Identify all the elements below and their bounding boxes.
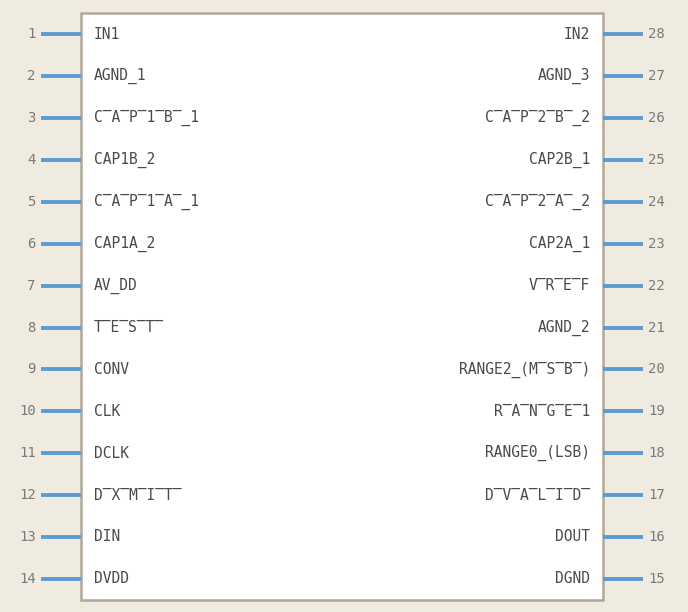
- Text: 15: 15: [648, 572, 665, 586]
- Text: DCLK: DCLK: [94, 446, 129, 461]
- Text: 26: 26: [648, 111, 665, 125]
- Text: 9: 9: [28, 362, 36, 376]
- Text: IN2: IN2: [564, 27, 590, 42]
- Text: 19: 19: [648, 405, 665, 419]
- Text: 11: 11: [19, 446, 36, 460]
- Text: 5: 5: [28, 195, 36, 209]
- Text: 1: 1: [28, 28, 36, 42]
- Text: T̅E̅S̅T̅: T̅E̅S̅T̅: [94, 320, 164, 335]
- Text: 4: 4: [28, 153, 36, 167]
- Text: 14: 14: [19, 572, 36, 586]
- Text: 8: 8: [28, 321, 36, 335]
- Text: 3: 3: [28, 111, 36, 125]
- Text: RANGE0_(LSB): RANGE0_(LSB): [485, 445, 590, 461]
- Text: 18: 18: [648, 446, 665, 460]
- Text: CONV: CONV: [94, 362, 129, 377]
- Text: 22: 22: [648, 278, 665, 293]
- Text: 6: 6: [28, 237, 36, 251]
- Text: AGND_3: AGND_3: [538, 68, 590, 84]
- Text: 21: 21: [648, 321, 665, 335]
- Text: C̅A̅P̅1̅B̅_1: C̅A̅P̅1̅B̅_1: [94, 110, 199, 126]
- Text: C̅A̅P̅1̅A̅_1: C̅A̅P̅1̅A̅_1: [94, 194, 199, 210]
- Text: 24: 24: [648, 195, 665, 209]
- Text: DOUT: DOUT: [555, 529, 590, 545]
- Text: AGND_1: AGND_1: [94, 68, 146, 84]
- Text: 17: 17: [648, 488, 665, 502]
- Text: R̅A̅N̅G̅E̅1: R̅A̅N̅G̅E̅1: [494, 404, 590, 419]
- Text: 28: 28: [648, 28, 665, 42]
- Text: AV_DD: AV_DD: [94, 278, 138, 294]
- Text: 16: 16: [648, 530, 665, 544]
- Text: 2: 2: [28, 69, 36, 83]
- Text: C̅A̅P̅2̅B̅_2: C̅A̅P̅2̅B̅_2: [485, 110, 590, 126]
- Text: CAP2B_1: CAP2B_1: [529, 152, 590, 168]
- Text: 25: 25: [648, 153, 665, 167]
- Text: V̅R̅E̅F: V̅R̅E̅F: [529, 278, 590, 293]
- Text: CLK: CLK: [94, 404, 120, 419]
- Text: CAP1A_2: CAP1A_2: [94, 236, 155, 252]
- Text: CAP1B_2: CAP1B_2: [94, 152, 155, 168]
- Polygon shape: [81, 13, 603, 600]
- Text: 10: 10: [19, 405, 36, 419]
- Text: DIN: DIN: [94, 529, 120, 545]
- Text: 12: 12: [19, 488, 36, 502]
- Text: DVDD: DVDD: [94, 572, 129, 586]
- Text: 23: 23: [648, 237, 665, 251]
- Text: 20: 20: [648, 362, 665, 376]
- Text: 27: 27: [648, 69, 665, 83]
- Text: D̅X̅M̅I̅T̅: D̅X̅M̅I̅T̅: [94, 488, 181, 502]
- Text: RANGE2_(M̅S̅B̅): RANGE2_(M̅S̅B̅): [459, 361, 590, 378]
- Text: 13: 13: [19, 530, 36, 544]
- Text: CAP2A_1: CAP2A_1: [529, 236, 590, 252]
- Text: AGND_2: AGND_2: [538, 319, 590, 335]
- Text: C̅A̅P̅2̅A̅_2: C̅A̅P̅2̅A̅_2: [485, 194, 590, 210]
- Text: IN1: IN1: [94, 27, 120, 42]
- Text: 7: 7: [28, 278, 36, 293]
- Text: D̅V̅A̅L̅I̅D̅: D̅V̅A̅L̅I̅D̅: [485, 488, 590, 502]
- Text: DGND: DGND: [555, 572, 590, 586]
